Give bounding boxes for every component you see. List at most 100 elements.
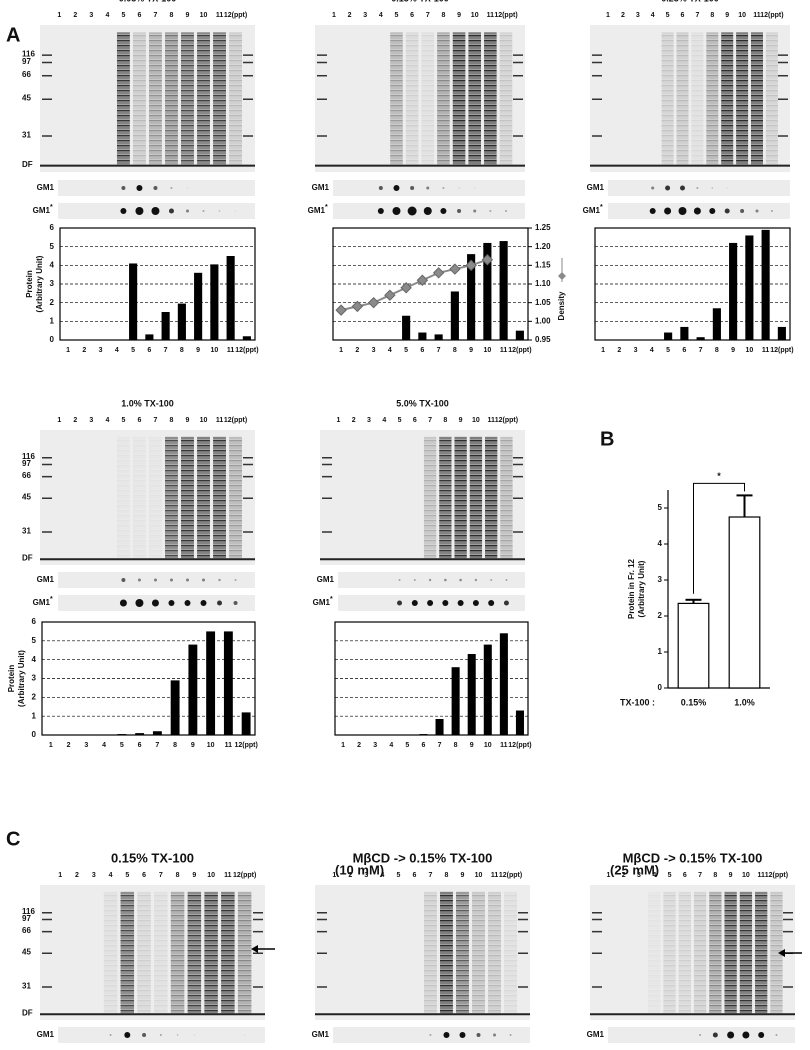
gel-lane [678, 891, 691, 1014]
bar [170, 680, 180, 735]
x-tick-label: 8 [173, 742, 177, 749]
dot [665, 185, 671, 191]
lane-label: 11 [216, 417, 224, 424]
y-tick-label: 3 [658, 575, 663, 584]
dot [200, 600, 207, 606]
x-tick-label: 7 [438, 742, 442, 749]
y-tick-label: 0 [32, 730, 37, 739]
dot [151, 599, 159, 607]
marker-band [42, 952, 52, 954]
gel-title: 0.25% TX-100 [661, 0, 719, 3]
marker-band [42, 918, 52, 921]
marker-band [513, 61, 523, 64]
dot [234, 579, 237, 581]
dot [649, 208, 656, 214]
lane-label: 5 [121, 417, 125, 424]
dot [159, 1034, 162, 1036]
marker-band [42, 986, 52, 988]
dot [426, 186, 430, 190]
bar [515, 710, 524, 735]
x-tick-label: 4 [102, 742, 106, 749]
lane-label: 9 [186, 417, 190, 424]
y2-tick-label: 1.00 [535, 316, 551, 325]
dot [168, 600, 175, 606]
mw-label: 31 [22, 130, 31, 139]
lane-label: 2 [348, 12, 352, 19]
x-tick-label: 3 [84, 742, 88, 749]
gel-lane [221, 891, 235, 1014]
mw-label: 66 [22, 70, 31, 79]
x-tick-label: 3 [99, 347, 103, 354]
marker-band [243, 74, 253, 77]
dye-front [315, 1013, 530, 1016]
y-tick-label: 1 [32, 711, 37, 720]
lane-label: 5 [668, 872, 672, 879]
dot-blot [58, 1027, 265, 1043]
gel-lane [181, 436, 194, 559]
lane-label: 11 [224, 872, 232, 879]
bar [761, 229, 770, 340]
marker-band [42, 61, 52, 64]
dot [678, 207, 687, 215]
marker-band [518, 930, 528, 933]
dot [755, 209, 759, 213]
lane-label: 3 [367, 417, 371, 424]
lane-label: 9 [457, 12, 461, 19]
y-tick-label: 4 [32, 655, 37, 664]
bar [210, 264, 219, 340]
lane-label: 7 [428, 417, 432, 424]
marker-band [322, 457, 332, 459]
bar [152, 731, 162, 735]
bar [696, 337, 705, 340]
x-tick-label: 9 [470, 742, 474, 749]
dot [473, 209, 477, 213]
marker-band [243, 475, 253, 478]
bar [450, 291, 459, 340]
lane-label: 12(ppt) [495, 417, 518, 424]
gel-lane [204, 891, 218, 1014]
density-marker [481, 254, 494, 266]
x-tick-label: 8 [715, 347, 719, 354]
bar [467, 654, 476, 735]
dot-label: GM1 [37, 183, 55, 192]
bar [206, 631, 216, 735]
x-tick-label: 5 [405, 742, 409, 749]
y-tick-label: 6 [50, 223, 55, 232]
dot [742, 1031, 750, 1039]
gel-lane [116, 436, 130, 559]
marker-band [243, 457, 253, 459]
bar [451, 667, 460, 735]
lane-label: 4 [382, 417, 386, 424]
marker-band [778, 54, 788, 56]
dot-label: GM1 [317, 575, 335, 584]
density-marker [335, 304, 347, 316]
dot [758, 1032, 765, 1038]
x-tick-label: 2 [617, 347, 621, 354]
bar [161, 312, 170, 340]
x-tick-label: 6 [420, 347, 424, 354]
gel-title: MβCD -> 0.15% TX-100 [353, 850, 493, 865]
marker-band [592, 952, 602, 954]
lane-label: 5 [396, 872, 400, 879]
lane-label: 2 [73, 12, 77, 19]
marker-band [783, 912, 793, 914]
marker-band [513, 531, 523, 533]
dot-blot [333, 1027, 530, 1043]
x-tick-label: 1 [341, 742, 345, 749]
marker-band [513, 475, 523, 478]
x-tick-label: 11 [500, 347, 508, 354]
dot [770, 210, 773, 212]
mw-label: 97 [22, 914, 31, 923]
dot [121, 578, 126, 582]
gel-title: 5.0% TX-100 [396, 398, 449, 408]
marker-band [317, 61, 327, 64]
x-tick-label: 1 [601, 347, 605, 354]
x-tick-label: 2 [82, 347, 86, 354]
lane-label: 5 [121, 12, 125, 19]
marker-band [592, 912, 602, 914]
gel-lane [405, 32, 419, 165]
x-tick-label: 12(ppt) [234, 742, 257, 749]
marker-band [513, 54, 523, 56]
marker-band [513, 98, 523, 100]
marker-band [778, 135, 788, 137]
